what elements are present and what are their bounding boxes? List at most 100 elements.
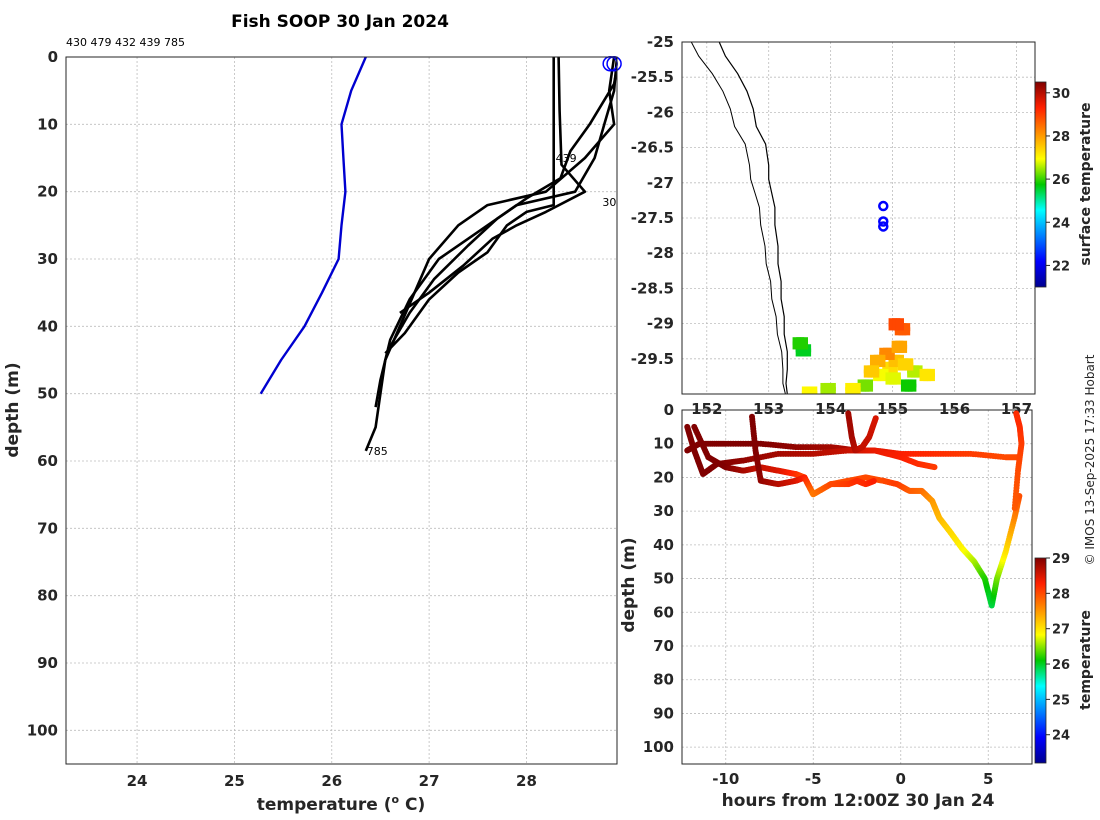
map-sst-pixel: [880, 368, 889, 377]
section-xtick-label: 5: [983, 770, 993, 788]
map-sst-pixel: [895, 322, 904, 331]
section-ytick-label: 50: [653, 570, 674, 588]
chart-subtitle: 430 479 432 439 785: [66, 36, 185, 49]
map-sst-pixel: [895, 318, 904, 327]
section-ylabel: depth (m): [619, 537, 639, 632]
section-colorbar-tick-label: 29: [1052, 552, 1070, 567]
section-data-point: [870, 478, 877, 485]
profile-axes-box: [65, 56, 618, 765]
map-colorbar-tick-label: 22: [1052, 259, 1070, 274]
profile-line-785: [364, 57, 616, 452]
profile-annotations: 439 30 785: [367, 55, 622, 458]
map-sst-pixel: [877, 354, 886, 363]
section-colorbar-label: temperature: [1078, 610, 1094, 710]
map-sst-pixel: [914, 369, 923, 378]
profile-plot: 439 30 785 24 25 26 27 28 0 10 20 30 40 50 60 70 80 90 10…: [3, 48, 622, 815]
map-sst-pixel: [880, 373, 889, 382]
profile-grid: [66, 56, 617, 764]
profile-ytick-label: 0: [48, 48, 58, 66]
profile-annotation: 785: [367, 445, 388, 458]
map-xtick-label: 152: [691, 400, 722, 418]
profile-line-430: [374, 57, 617, 408]
profile-ytick-label: 30: [37, 250, 58, 268]
map-xtick-label: 155: [877, 400, 908, 418]
map-colorbar-tick-label: 26: [1052, 173, 1070, 188]
map-ytick-label: -28.5: [631, 279, 674, 297]
section-xtick-label: -10: [712, 770, 739, 788]
map-sst-pixel: [886, 347, 895, 356]
section-ytick-label: 90: [653, 704, 674, 722]
profile-ytick-label: 20: [37, 183, 58, 201]
map-sst-pixel: [827, 387, 836, 394]
map-station-marker: [878, 221, 889, 232]
map-ytick-label: -25: [647, 33, 674, 51]
section-colorbar: [1034, 557, 1047, 764]
map-sst-pixel: [800, 341, 809, 350]
map-sst-pixel: [905, 358, 914, 367]
profile-ylabel: depth (m): [3, 362, 23, 457]
section-ytick-label: 80: [653, 671, 674, 689]
section-data: [684, 410, 1025, 609]
section-colorbar-tick-label: 28: [1052, 587, 1070, 602]
xlabel-end: C): [399, 795, 425, 815]
map-sst-pixel: [871, 365, 880, 374]
section-data-point: [1011, 505, 1018, 512]
section-colorbar-ticks: 24 25 26 27 28 29: [1046, 552, 1070, 744]
map-sst-pixel: [852, 382, 861, 391]
profile-ytick-label: 90: [37, 654, 58, 672]
section-data-point: [872, 415, 879, 422]
map-sst-pixel: [800, 337, 809, 346]
map-colorbar-ticks: 22 24 26 28 30: [1046, 87, 1070, 274]
profile-xtick-label: 27: [419, 772, 440, 790]
profile-line-climatology: [259, 57, 367, 395]
profile-xtick-label: 24: [127, 772, 148, 790]
map-sst-pixel: [902, 323, 911, 332]
profile-annotation: 439: [556, 152, 577, 165]
section-colorbar-tick-label: 25: [1052, 693, 1070, 708]
map-sst-pixel: [809, 386, 818, 394]
section-ytick-label: 60: [653, 603, 674, 621]
map-sst-pixel: [852, 387, 861, 394]
profile-annotation: 30: [602, 196, 616, 209]
map-ytick-label: -27: [647, 174, 674, 192]
section-xtick-label: -5: [805, 770, 822, 788]
section-colorbar-tick-label: 27: [1052, 623, 1070, 638]
map-sst-pixel: [892, 372, 901, 381]
map-colorbar-tick-label: 28: [1052, 130, 1070, 145]
map-sst-pixel: [908, 379, 917, 388]
map-ytick-label: -28: [647, 244, 674, 262]
section-colorbar-tick-label: 24: [1052, 729, 1070, 744]
map-sst-pixel: [877, 359, 886, 368]
map-sst-pixel: [871, 369, 880, 378]
profile-xtick-label: 25: [224, 772, 245, 790]
map-xtick-label: 153: [753, 400, 784, 418]
profile-line-479: [399, 57, 587, 314]
profile-line-432: [384, 57, 556, 355]
map-station-marker: [878, 200, 889, 212]
profile-xlabel: temperature (o C): [257, 793, 426, 815]
profile-xtick-label: 26: [321, 772, 342, 790]
xlabel-degree: o: [392, 793, 400, 806]
credit-text: © IMOS 13-Sep-2025 17:33 Hobart: [1083, 354, 1097, 565]
chart-title: Fish SOOP 30 Jan 2024: [231, 12, 449, 32]
map-sst-pixel: [803, 348, 812, 357]
profile-ytick-label: 10: [37, 115, 58, 133]
map-sst-pixel: [902, 327, 911, 336]
map-inner-coastline: [690, 42, 786, 394]
map-sst-pixel: [865, 379, 874, 388]
map-ytick-label: -29: [647, 315, 674, 333]
map-data: [690, 42, 935, 394]
section-xtick-label: 0: [896, 770, 906, 788]
section-colorbar-tick-label: 26: [1052, 658, 1070, 673]
map-sst-pixel: [886, 351, 895, 360]
map-sst-pixel: [899, 344, 908, 353]
profile-ytick-label: 60: [37, 452, 58, 470]
map-xtick-label: 156: [939, 400, 970, 418]
map-ticks: 152 153 154 155 156 157 -25 -25.5 -26 -26.5 -27 -27…: [631, 33, 1032, 418]
map-ytick-label: -26.5: [631, 139, 674, 157]
map-ytick-label: -25.5: [631, 68, 674, 86]
map-station-marker: [878, 216, 889, 227]
map-ytick-label: -29.5: [631, 350, 674, 368]
